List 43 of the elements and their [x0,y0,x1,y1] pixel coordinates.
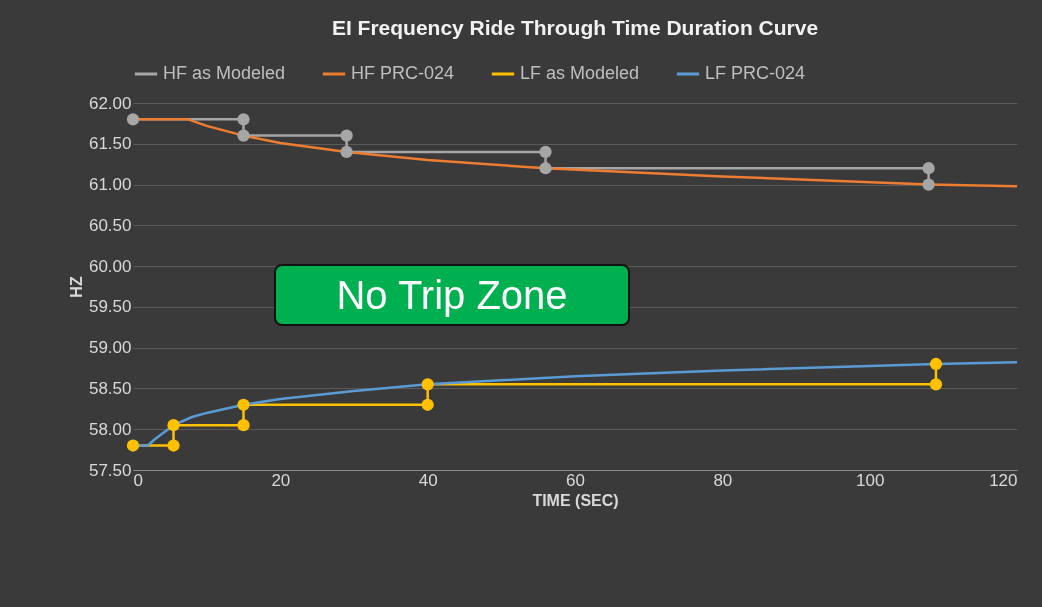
legend-label: LF as Modeled [520,63,640,83]
point [922,162,935,175]
y-tick-label: 60.00 [88,256,132,276]
x-axis-title: TIME (SEC) [532,491,619,509]
x-tick-label: 0 [133,470,143,490]
y-tick-label: 61.50 [88,134,132,154]
y-axis-title: HZ [67,276,85,298]
y-tick-label: 59.00 [88,338,132,358]
y-tick-label: 58.00 [88,419,132,439]
point [421,398,434,411]
x-tick-label: 60 [566,470,585,490]
x-tick-label: 100 [855,470,885,490]
point [237,419,250,432]
sign-box: No Trip Zone [274,264,630,326]
legend-label: HF as Modeled [163,63,286,83]
y-tick-label: 61.00 [88,175,132,195]
y-tick-label: 62.00 [88,93,132,113]
point [421,378,434,391]
x-tick-label: 20 [271,470,291,490]
y-tick-label: 57.50 [88,460,132,480]
point [167,419,180,432]
point [340,145,353,159]
point [539,145,552,159]
point [126,113,140,126]
point [929,357,943,371]
y-tick-label: 58.50 [88,378,132,398]
x-tick-label: 40 [418,470,438,490]
point [237,129,250,142]
point [922,178,935,191]
y-tick-label: 60.50 [88,215,132,235]
x-tick-label: 80 [713,470,733,490]
x-tick-label: 120 [989,470,1018,490]
point [167,439,180,452]
point [929,378,943,391]
legend-label: HF PRC-024 [351,63,455,83]
y-tick-label: 59.50 [88,297,132,317]
legend-label: LF PRC-024 [705,63,806,83]
point [237,398,250,411]
point [340,129,353,142]
point [237,113,250,126]
chart-title: EI Frequency Ride Through Time Duration Curve [331,16,819,39]
point [126,439,140,452]
point [539,162,552,175]
